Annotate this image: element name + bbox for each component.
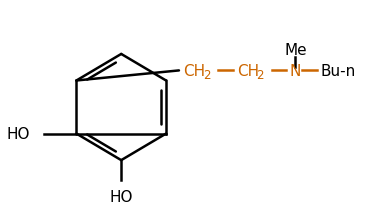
Text: CH: CH	[183, 64, 205, 79]
Text: HO: HO	[109, 190, 133, 204]
Text: Me: Me	[284, 43, 307, 58]
Text: N: N	[290, 64, 301, 79]
Text: Bu-n: Bu-n	[320, 64, 356, 79]
Text: CH: CH	[237, 64, 259, 79]
Text: HO: HO	[6, 126, 30, 141]
Text: 2: 2	[257, 68, 264, 81]
Text: 2: 2	[203, 68, 210, 81]
